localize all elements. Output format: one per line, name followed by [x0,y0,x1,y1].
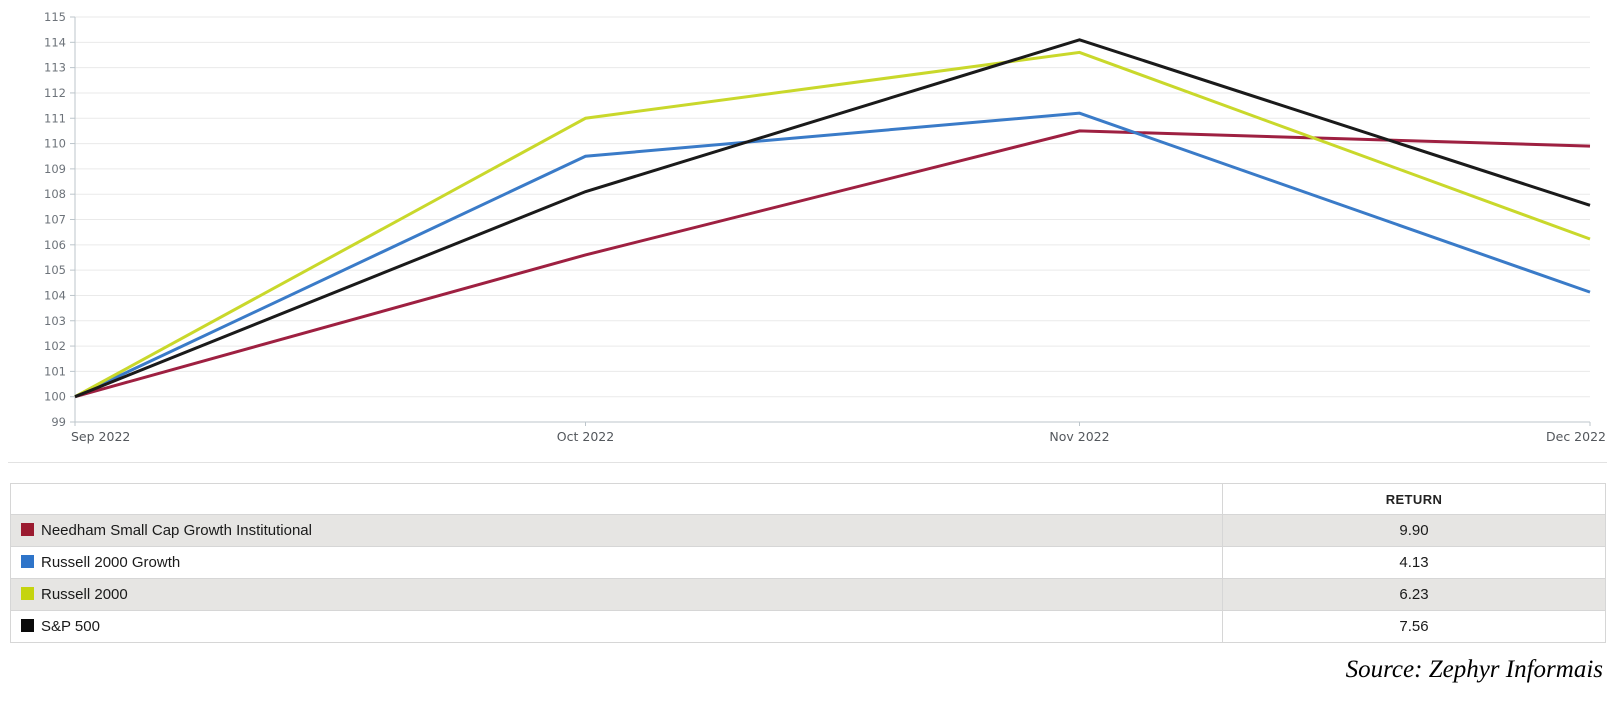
russell-2000-series-marker-icon [21,587,34,600]
russell-2000-growth-series-marker-icon [21,555,34,568]
performance-line-chart: 99 100 101 102 103 104 105 106 107 108 109 110 111 11… [44,10,1606,444]
y-axis-tick-label: 113 [44,61,66,75]
y-axis-tick-label: 114 [44,35,66,49]
return-value: 4.13 [1222,546,1606,579]
table-row-sp500: S&P 500 7.56 [10,610,1606,643]
source-attribution: Source: Zephyr Informais [1345,656,1603,683]
y-axis-tick-label: 106 [44,238,66,252]
y-axis-tick-label: 105 [44,263,66,277]
table-header-row: RETURN [10,483,1606,515]
sp500-series-marker-icon [21,619,34,632]
table-row-russell-2000: Russell 2000 6.23 [10,578,1606,611]
series-name-label: Russell 2000 [41,586,128,603]
returns-table: RETURN Needham Small Cap Growth Institut… [10,483,1606,643]
series-line [74,38,1591,399]
y-axis-tick-label: 101 [44,364,66,378]
table-header-return: RETURN [1222,483,1606,515]
y-axis-tick-label: 99 [51,415,66,429]
table-row-needham: Needham Small Cap Growth Institutional 9… [10,514,1606,547]
x-axis-tick-label: Dec 2022 [1546,429,1606,444]
y-axis-tick-label: 111 [44,111,66,125]
return-value: 9.90 [1222,514,1606,547]
returns-table-container: RETURN Needham Small Cap Growth Institut… [10,483,1606,643]
series-line [74,111,1591,399]
y-axis-tick-label: 115 [44,10,66,24]
series-line [74,129,1591,399]
table-row-russell-2000-growth: Russell 2000 Growth 4.13 [10,546,1606,579]
y-axis-tick-label: 110 [44,137,66,151]
x-axis-tick-label: Sep 2022 [71,429,130,444]
return-value: 6.23 [1222,578,1606,611]
y-axis-tick-label: 103 [44,314,66,328]
series-name-label: Needham Small Cap Growth Institutional [41,522,312,539]
y-axis-tick-label: 100 [44,390,66,404]
return-value: 7.56 [1222,610,1606,643]
series-name-label: S&P 500 [41,618,100,635]
y-axis-tick-label: 112 [44,86,66,100]
line-chart-svg: 99 100 101 102 103 104 105 106 107 108 109 110 111 11… [44,10,1606,444]
y-axis-tick-label: 104 [44,288,66,302]
series-line [74,50,1591,399]
needham-series-marker-icon [21,523,34,536]
y-axis-tick-label: 102 [44,339,66,353]
x-axis-tick-label: Nov 2022 [1049,429,1109,444]
y-axis-tick-label: 109 [44,162,66,176]
chart-table-divider [8,462,1607,463]
y-axis-tick-label: 108 [44,187,66,201]
x-axis-tick-label: Oct 2022 [557,429,614,444]
table-header-name [10,483,1223,515]
y-axis-tick-label: 107 [44,213,66,227]
series-name-label: Russell 2000 Growth [41,554,181,571]
